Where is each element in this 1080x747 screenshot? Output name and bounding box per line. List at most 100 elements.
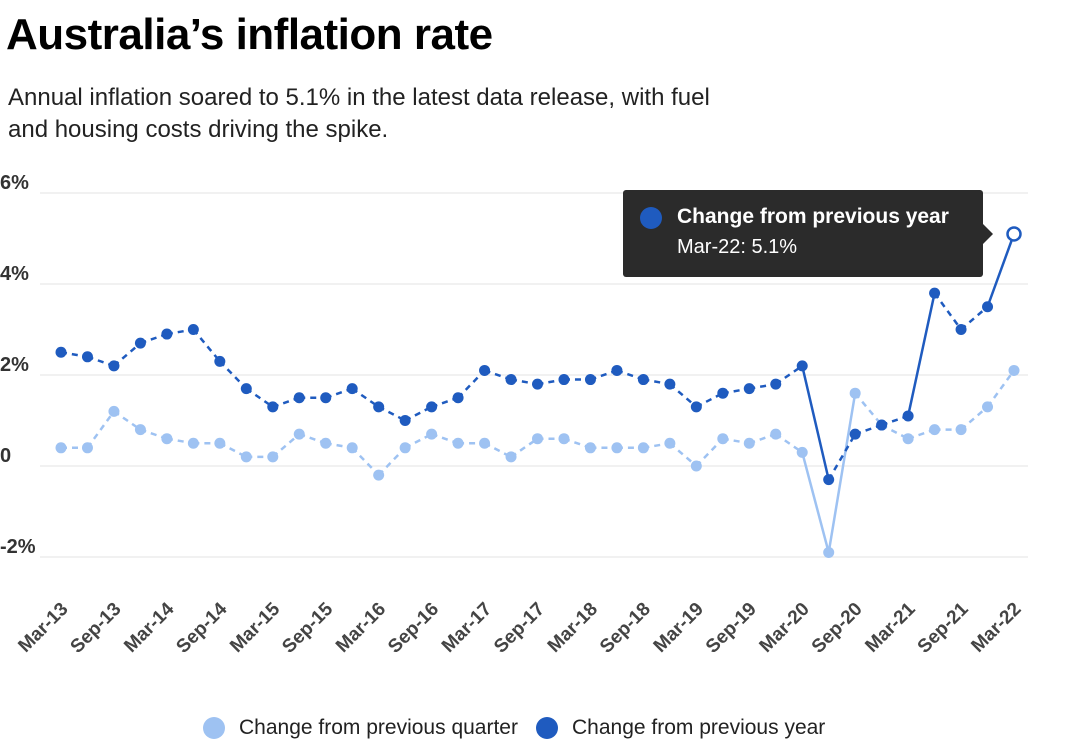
tooltip-value: Mar-22: 5.1% <box>677 236 798 258</box>
series-quarter-segment <box>271 433 301 458</box>
series-year-segment <box>986 233 1016 308</box>
series-quarter-point <box>346 442 358 454</box>
series-quarter-point <box>426 428 438 440</box>
series-quarter-segment <box>960 405 989 431</box>
series-year-point <box>187 324 199 335</box>
y-tick-label: 2% <box>0 354 29 376</box>
x-tick-label: Mar-21 <box>861 598 919 656</box>
series-year-point <box>770 378 782 390</box>
series-quarter-point <box>1008 364 1020 376</box>
highlighted-point <box>1006 226 1022 242</box>
series-quarter-point <box>902 433 914 445</box>
x-tick-label: Mar-22 <box>967 599 1025 657</box>
series-quarter-point <box>161 433 173 445</box>
series-year-point <box>823 474 835 486</box>
page-title: Australia’s inflation rate <box>6 10 493 59</box>
series-quarter-point <box>214 437 226 449</box>
series-year-point <box>955 324 967 335</box>
series-year-point <box>532 378 543 390</box>
series-year-point <box>426 401 438 413</box>
x-tick-label: Mar-16 <box>332 599 390 657</box>
x-tick-label: Sep-16 <box>384 599 443 658</box>
series-quarter-segment <box>86 410 115 449</box>
series-year-point <box>584 374 596 386</box>
series-quarter-point <box>108 405 120 417</box>
x-tick-label: Sep-13 <box>67 599 126 658</box>
series-quarter-point <box>320 437 332 449</box>
legend-dot-year-icon <box>536 717 558 739</box>
series-year-point <box>690 401 702 413</box>
series-quarter-point <box>267 451 279 463</box>
x-tick-label: Sep-17 <box>490 599 549 658</box>
series-year-point <box>558 374 570 386</box>
x-tick-label: Sep-21 <box>914 598 973 657</box>
series-quarter-point <box>584 442 596 454</box>
tooltip-series-name: Change from previous year <box>677 205 949 228</box>
series-quarter-point <box>81 442 93 454</box>
series-quarter-point <box>982 401 994 413</box>
y-tick-label: -2% <box>0 536 36 558</box>
series-quarter-segment <box>695 437 724 467</box>
series-quarter-segment <box>351 446 380 476</box>
series-quarter-segment <box>854 392 883 426</box>
series-year-point <box>929 287 941 299</box>
series-year-point <box>346 383 358 395</box>
chart-legend: Change from previous quarter Change from… <box>0 716 1080 746</box>
series-year-point <box>849 428 861 440</box>
series-quarter-point <box>505 451 517 463</box>
series-quarter-point <box>823 546 835 558</box>
x-tick-label: Mar-17 <box>438 599 496 657</box>
series-quarter-point <box>558 433 570 445</box>
series-year-segment <box>801 365 830 480</box>
series-year-point <box>664 378 676 390</box>
x-tick-label: Mar-14 <box>120 598 178 656</box>
series-year-segment <box>960 305 989 331</box>
legend-item-quarter[interactable]: Change from previous quarter <box>203 716 518 740</box>
series-quarter-point <box>187 437 199 449</box>
x-tick-label: Sep-19 <box>702 599 761 658</box>
series-quarter-point <box>770 428 782 440</box>
y-tick-label: 0 <box>0 445 11 467</box>
series-year-point <box>320 392 332 404</box>
series-year-point <box>108 360 120 372</box>
y-tick-label: 4% <box>0 263 29 285</box>
series-quarter-segment <box>827 392 857 553</box>
series-quarter-point <box>690 460 702 472</box>
x-tick-label: Sep-15 <box>278 598 337 657</box>
series-year-segment <box>192 328 221 363</box>
series-quarter-point <box>796 446 808 458</box>
series-year-point <box>214 355 226 367</box>
series-year-point <box>293 392 305 404</box>
series-year-point <box>717 387 729 399</box>
series-year-point <box>81 351 93 363</box>
x-tick-label: Sep-14 <box>172 598 231 657</box>
series-year-point <box>161 328 173 340</box>
series-year-point <box>399 415 411 426</box>
series-quarter-point <box>717 433 729 445</box>
series-quarter-point <box>399 442 411 454</box>
series-year-point <box>611 364 623 376</box>
series-quarter-point <box>134 424 146 436</box>
series-quarter-segment <box>801 452 830 553</box>
series-quarter-point <box>532 433 543 445</box>
series-year-point <box>876 419 888 431</box>
legend-dot-quarter-icon <box>203 717 225 739</box>
series-quarter-segment <box>669 442 698 467</box>
x-tick-label: Mar-18 <box>544 599 602 657</box>
tooltip-series-dot-icon <box>640 207 662 229</box>
series-quarter-point <box>955 424 967 436</box>
series-year-point <box>240 383 252 395</box>
series-year-point <box>452 392 464 404</box>
series-year-point <box>134 337 146 349</box>
series-year-segment <box>906 292 936 417</box>
series-quarter-point <box>929 424 941 436</box>
legend-label-quarter: Change from previous quarter <box>239 716 518 739</box>
x-tick-label: Mar-20 <box>756 599 814 657</box>
x-tick-label: Sep-20 <box>808 599 867 658</box>
series-year-point <box>267 401 279 413</box>
legend-label-year: Change from previous year <box>572 716 826 739</box>
series-year-segment <box>113 342 142 367</box>
series-year-segment <box>827 433 857 481</box>
legend-item-year[interactable]: Change from previous year <box>536 716 825 740</box>
series-year-segment <box>669 383 698 408</box>
